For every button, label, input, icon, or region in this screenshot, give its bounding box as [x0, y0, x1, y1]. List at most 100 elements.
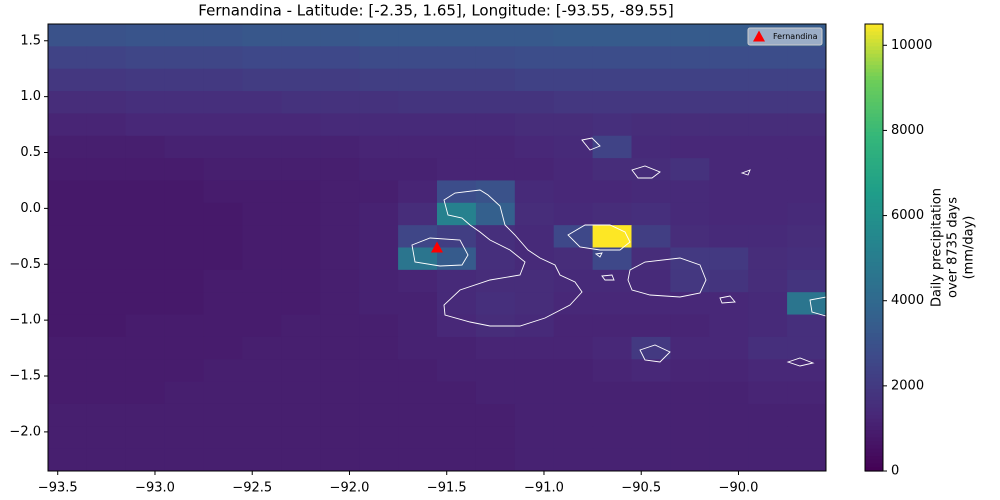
cell: [359, 448, 399, 472]
colorbar-segment: [865, 411, 883, 416]
cell: [787, 247, 827, 271]
colorbar-segment: [865, 31, 883, 36]
colorbar-segment: [865, 128, 883, 133]
colorbar-segment: [865, 329, 883, 334]
cell: [242, 403, 282, 427]
cell: [437, 91, 477, 114]
cell: [709, 269, 749, 293]
cell: [48, 180, 88, 204]
cell: [359, 225, 399, 248]
cell: [398, 381, 438, 405]
cell: [125, 68, 166, 92]
cell: [242, 46, 282, 70]
colorbar-segment: [865, 98, 883, 103]
cell: [709, 247, 749, 271]
cell: [514, 269, 555, 293]
colorbar-segment: [865, 344, 883, 349]
colorbar-segment: [865, 109, 883, 114]
cell: [125, 135, 166, 159]
colorbar-segment: [865, 456, 883, 461]
cell: [514, 180, 555, 204]
cell: [242, 91, 282, 114]
colorbar-segment: [865, 426, 883, 431]
colorbar-segment: [865, 396, 883, 401]
colorbar-segment: [865, 217, 883, 223]
cell: [203, 202, 243, 226]
colorbar-segment: [865, 314, 883, 319]
cell: [48, 247, 88, 271]
colorbar-segment: [865, 418, 883, 424]
cell: [203, 292, 243, 316]
cell: [670, 292, 710, 316]
cell: [242, 314, 282, 338]
colorbar-segment: [865, 210, 883, 215]
cell: [670, 91, 710, 114]
cell: [709, 135, 749, 159]
cell: [359, 68, 399, 92]
cell: [48, 202, 88, 226]
cell: [359, 292, 399, 316]
colorbar-segment: [865, 459, 883, 465]
cell: [787, 426, 827, 450]
cell: [475, 24, 516, 47]
y-tick-label: 1.5: [20, 33, 41, 48]
cell: [787, 359, 827, 383]
cell: [86, 359, 127, 383]
cell: [242, 24, 282, 47]
colorbar-segment: [865, 124, 883, 129]
cell: [592, 158, 632, 181]
cell: [592, 202, 632, 226]
cell: [670, 448, 710, 472]
cell: [86, 292, 127, 316]
colorbar-segment: [865, 143, 883, 148]
cell: [86, 91, 127, 114]
cell: [281, 202, 321, 226]
cell: [475, 46, 516, 70]
cell: [281, 426, 321, 450]
coastline: [786, 357, 815, 367]
cell: [553, 314, 594, 338]
coastline: [631, 165, 661, 179]
cell: [164, 113, 205, 137]
colorbar-segment: [865, 120, 883, 126]
cell: [709, 202, 749, 226]
cell: [125, 269, 166, 293]
cell: [125, 448, 166, 472]
cell: [359, 269, 399, 293]
colorbar-segment: [865, 117, 883, 122]
x-tick-label: −93.0: [135, 481, 175, 496]
colorbar-segment: [865, 392, 883, 398]
cell: [48, 24, 88, 47]
cell: [787, 403, 827, 427]
colorbar-segment: [865, 359, 883, 364]
cell: [787, 158, 827, 181]
cell: [437, 46, 477, 70]
cell: [398, 359, 438, 383]
cell: [553, 381, 594, 405]
cell: [320, 336, 360, 360]
colorbar-segment: [865, 50, 883, 55]
cell: [398, 314, 438, 338]
cell: [748, 336, 788, 360]
cell: [48, 46, 88, 70]
cell: [631, 448, 671, 472]
cell: [437, 336, 477, 360]
coastline: [567, 224, 631, 251]
cell: [592, 46, 632, 70]
cell: [398, 292, 438, 316]
y-tick-label: −2.0: [9, 424, 41, 439]
cell: [553, 46, 594, 70]
cell: [592, 113, 632, 137]
cell: [125, 24, 166, 47]
colorbar-segment: [865, 433, 883, 439]
cell: [359, 91, 399, 114]
colorbar-segment: [865, 441, 883, 446]
cell: [709, 24, 749, 47]
colorbar-segment: [865, 154, 883, 159]
colorbar-segment: [865, 195, 883, 200]
cell: [592, 247, 632, 271]
cell: [320, 426, 360, 450]
cell: [553, 403, 594, 427]
cell: [320, 180, 360, 204]
colorbar-segment: [865, 184, 883, 189]
